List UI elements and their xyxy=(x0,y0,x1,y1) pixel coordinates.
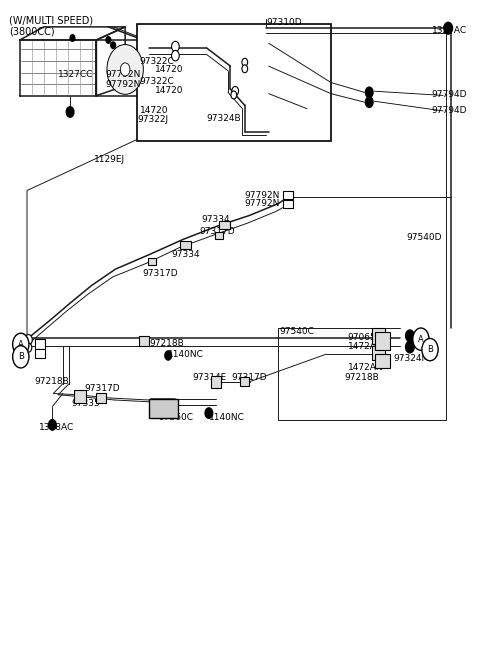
Text: 97322J: 97322J xyxy=(137,115,168,125)
Text: (W/MULTI SPEED): (W/MULTI SPEED) xyxy=(9,15,94,25)
Circle shape xyxy=(120,63,130,76)
Circle shape xyxy=(365,87,373,98)
Text: 97334: 97334 xyxy=(202,215,230,224)
Text: 1338AC: 1338AC xyxy=(39,423,74,432)
Text: 97794D: 97794D xyxy=(432,90,468,99)
Circle shape xyxy=(12,346,29,368)
Circle shape xyxy=(231,91,237,99)
Text: (3800CC): (3800CC) xyxy=(9,26,55,36)
Circle shape xyxy=(25,343,32,352)
Bar xyxy=(149,400,178,418)
Text: A: A xyxy=(18,340,24,349)
Circle shape xyxy=(70,35,75,41)
Bar xyxy=(372,328,385,344)
Text: A: A xyxy=(418,335,424,344)
Text: 97314E: 97314E xyxy=(192,373,227,382)
Circle shape xyxy=(242,58,248,66)
Text: 97792N: 97792N xyxy=(245,191,280,199)
Circle shape xyxy=(413,328,429,350)
Bar xyxy=(180,241,191,249)
Circle shape xyxy=(66,107,74,117)
Bar xyxy=(96,393,106,403)
Bar xyxy=(375,332,390,350)
Circle shape xyxy=(242,65,248,73)
Bar xyxy=(372,346,385,360)
Circle shape xyxy=(48,420,56,430)
Text: 97065B: 97065B xyxy=(348,333,383,342)
Bar xyxy=(283,191,293,199)
Circle shape xyxy=(107,45,144,94)
Text: 97317D: 97317D xyxy=(84,384,120,393)
Bar xyxy=(35,348,45,358)
Text: 14720: 14720 xyxy=(155,86,183,95)
Text: 97560C: 97560C xyxy=(158,413,193,422)
Text: 97794D: 97794D xyxy=(432,106,468,115)
Text: 1327CC: 1327CC xyxy=(58,70,94,79)
Text: 1472AN: 1472AN xyxy=(348,363,384,372)
Text: 14720: 14720 xyxy=(140,106,168,115)
Circle shape xyxy=(106,37,111,43)
Text: 1140NC: 1140NC xyxy=(168,350,204,359)
Circle shape xyxy=(205,408,213,419)
Bar xyxy=(219,221,230,230)
Circle shape xyxy=(24,335,32,345)
Bar xyxy=(35,339,45,349)
Text: 97540C: 97540C xyxy=(279,327,314,336)
Circle shape xyxy=(444,22,453,34)
Bar xyxy=(140,336,149,346)
Bar xyxy=(211,376,221,388)
Circle shape xyxy=(111,42,116,49)
Text: B: B xyxy=(18,352,24,361)
Circle shape xyxy=(365,97,373,108)
Text: 97792N: 97792N xyxy=(105,80,141,89)
Text: 97334: 97334 xyxy=(171,249,200,258)
Text: 1327AC: 1327AC xyxy=(432,26,468,35)
Bar xyxy=(215,232,223,239)
Circle shape xyxy=(232,87,239,96)
Text: 97792N: 97792N xyxy=(105,70,141,79)
Circle shape xyxy=(406,330,414,342)
Text: 97324B: 97324B xyxy=(206,114,241,123)
Text: 97218B: 97218B xyxy=(149,338,184,348)
Text: 14720: 14720 xyxy=(155,65,183,74)
Text: B: B xyxy=(427,345,433,354)
Text: 97317D: 97317D xyxy=(199,226,235,236)
Bar xyxy=(74,390,85,403)
Text: 97322C: 97322C xyxy=(140,57,174,66)
Text: 97218B: 97218B xyxy=(34,377,69,386)
Circle shape xyxy=(422,338,438,361)
Bar xyxy=(240,377,249,386)
Text: 97310D: 97310D xyxy=(266,18,302,27)
Bar xyxy=(137,24,331,142)
Circle shape xyxy=(165,351,171,360)
Text: 97218B: 97218B xyxy=(344,373,379,382)
Text: 1472AN: 1472AN xyxy=(348,342,384,352)
Bar xyxy=(283,199,293,207)
Bar xyxy=(375,354,390,368)
Text: 97540D: 97540D xyxy=(407,233,442,242)
Text: 97322C: 97322C xyxy=(140,77,174,87)
Text: 97792N: 97792N xyxy=(245,199,280,208)
Text: 97324M: 97324M xyxy=(393,354,430,363)
Circle shape xyxy=(171,51,179,61)
Text: 1140NC: 1140NC xyxy=(209,413,245,422)
Text: 97317D: 97317D xyxy=(142,269,178,278)
Circle shape xyxy=(171,41,179,52)
Circle shape xyxy=(406,341,414,353)
Bar xyxy=(148,258,156,266)
Circle shape xyxy=(12,333,29,356)
Text: 97335: 97335 xyxy=(72,399,100,408)
Text: 97317D: 97317D xyxy=(231,373,267,382)
Text: 1129EJ: 1129EJ xyxy=(94,155,125,164)
